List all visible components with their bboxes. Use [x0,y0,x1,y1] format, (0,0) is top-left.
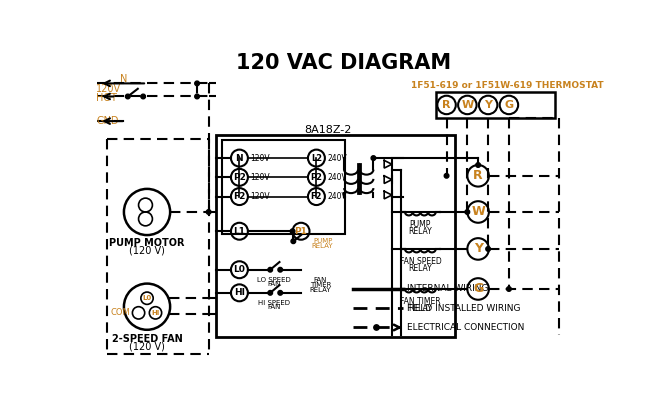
Bar [436,92,555,118]
Text: P1: P1 [295,227,308,236]
Text: W: W [461,100,474,110]
Circle shape [278,267,283,272]
Text: FIELD INSTALLED WIRING: FIELD INSTALLED WIRING [407,304,521,313]
Text: GND: GND [96,116,119,126]
Text: L2: L2 [311,154,322,163]
Text: G: G [505,100,513,110]
Text: 120V: 120V [250,154,270,163]
Circle shape [268,290,273,295]
Text: RELAY: RELAY [409,304,432,313]
Text: R: R [442,100,451,110]
Circle shape [444,173,449,178]
Bar [216,135,455,337]
Text: N: N [120,74,127,84]
Text: R: R [473,169,483,182]
Text: P2: P2 [233,173,246,182]
Circle shape [465,210,470,214]
Text: LO SPEED: LO SPEED [257,277,291,283]
Text: 1F51-619 or 1F51W-619 THERMOSTAT: 1F51-619 or 1F51W-619 THERMOSTAT [411,81,604,90]
Circle shape [195,81,200,86]
Text: HI: HI [234,288,245,297]
Text: RELAY: RELAY [409,227,432,235]
Text: (120 V): (120 V) [129,246,165,256]
Circle shape [195,94,200,99]
Text: G: G [473,282,483,295]
Text: 8A18Z-2: 8A18Z-2 [304,125,352,135]
Circle shape [290,229,295,233]
Text: PUMP: PUMP [409,220,431,229]
Text: FAN TIMER: FAN TIMER [400,297,441,306]
Text: L1: L1 [233,227,245,236]
Text: 240V: 240V [327,154,347,163]
Circle shape [371,156,376,160]
Text: PUMP MOTOR: PUMP MOTOR [109,238,185,248]
Text: 240V: 240V [327,173,347,182]
Text: 240V: 240V [327,192,347,201]
Circle shape [374,325,379,330]
Circle shape [486,247,490,251]
Circle shape [476,163,480,167]
Text: FAN: FAN [267,281,281,287]
Text: FAN: FAN [267,304,281,310]
Circle shape [125,94,130,99]
Text: F2: F2 [311,192,322,201]
Circle shape [141,94,145,99]
Circle shape [206,210,211,214]
Text: TIMER: TIMER [310,282,331,288]
Circle shape [507,287,511,291]
Text: Y: Y [484,100,492,110]
Text: L0: L0 [143,295,151,301]
Text: HI SPEED: HI SPEED [258,300,290,306]
Text: F2: F2 [233,192,246,201]
Text: RELAY: RELAY [409,264,432,273]
Text: RELAY: RELAY [312,243,334,249]
Circle shape [268,267,273,272]
Text: 2-SPEED FAN: 2-SPEED FAN [112,334,182,344]
Text: L0: L0 [233,265,245,274]
Text: Y: Y [474,243,482,256]
Text: 120V: 120V [250,192,270,201]
Text: W: W [471,205,485,218]
Text: N: N [236,154,243,163]
Text: ELECTRICAL CONNECTION: ELECTRICAL CONNECTION [407,323,525,332]
Text: PUMP: PUMP [313,238,332,244]
Text: FAN SPEED: FAN SPEED [399,257,442,266]
Text: HOT: HOT [96,93,117,103]
Bar [222,140,345,233]
Text: 120V: 120V [96,84,121,94]
Text: COM: COM [111,308,130,317]
Text: 120 VAC DIAGRAM: 120 VAC DIAGRAM [236,53,451,72]
Text: P2: P2 [310,173,322,182]
Text: HI: HI [151,310,159,316]
Circle shape [291,239,295,243]
Text: RELAY: RELAY [310,287,331,292]
Text: 120V: 120V [250,173,270,182]
Text: INTERNAL WIRING: INTERNAL WIRING [407,285,489,293]
Text: (120 V): (120 V) [129,342,165,352]
Circle shape [278,290,283,295]
Text: FAN: FAN [314,277,327,283]
